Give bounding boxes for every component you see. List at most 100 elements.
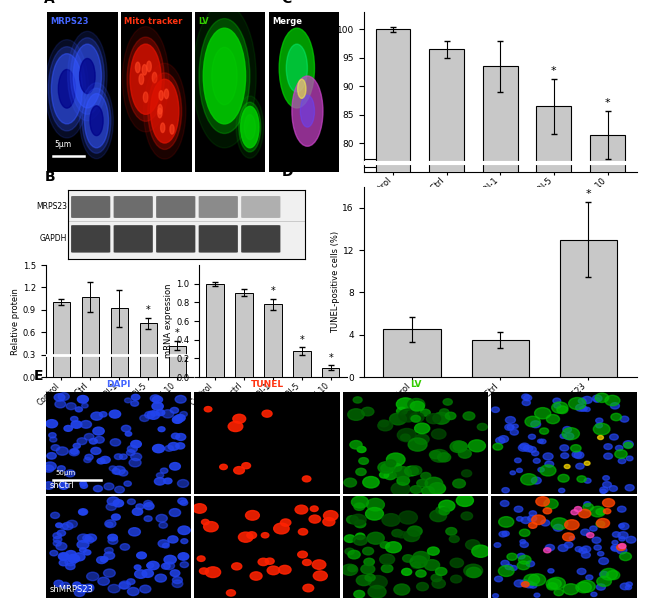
Circle shape: [56, 523, 62, 528]
Circle shape: [415, 434, 429, 444]
Circle shape: [152, 73, 157, 83]
Circle shape: [46, 420, 58, 428]
Circle shape: [611, 545, 621, 551]
Text: D: D: [281, 165, 293, 179]
Circle shape: [494, 543, 500, 547]
Circle shape: [178, 498, 187, 504]
Bar: [322, 368, 339, 377]
Circle shape: [514, 506, 523, 512]
Circle shape: [239, 102, 261, 152]
Bar: [53, 303, 70, 377]
Circle shape: [280, 28, 315, 108]
Circle shape: [354, 503, 365, 511]
Circle shape: [517, 468, 523, 473]
Circle shape: [551, 518, 568, 529]
Circle shape: [97, 556, 107, 564]
Bar: [111, 309, 128, 377]
Circle shape: [114, 454, 122, 459]
Circle shape: [561, 453, 569, 458]
Circle shape: [612, 532, 620, 537]
Circle shape: [119, 583, 129, 589]
Circle shape: [532, 451, 539, 456]
Circle shape: [120, 544, 129, 550]
Circle shape: [159, 522, 168, 528]
Circle shape: [151, 412, 157, 416]
Circle shape: [525, 416, 540, 427]
Circle shape: [157, 473, 164, 478]
Circle shape: [165, 445, 174, 451]
Circle shape: [562, 428, 579, 440]
Circle shape: [510, 565, 517, 570]
Circle shape: [507, 553, 517, 561]
Circle shape: [510, 471, 515, 475]
Circle shape: [404, 530, 420, 542]
Text: *: *: [146, 305, 151, 315]
Circle shape: [421, 472, 431, 479]
Circle shape: [57, 447, 68, 455]
Circle shape: [521, 582, 529, 587]
FancyBboxPatch shape: [114, 196, 153, 218]
Circle shape: [528, 574, 545, 586]
Circle shape: [240, 106, 259, 148]
FancyBboxPatch shape: [114, 225, 153, 253]
Circle shape: [554, 589, 564, 596]
Circle shape: [348, 565, 357, 572]
Circle shape: [261, 533, 269, 538]
Circle shape: [125, 398, 131, 403]
Circle shape: [150, 395, 161, 402]
Circle shape: [591, 592, 597, 597]
Circle shape: [600, 489, 606, 493]
Circle shape: [530, 421, 541, 428]
Circle shape: [510, 429, 518, 435]
Circle shape: [528, 523, 537, 528]
Circle shape: [193, 504, 207, 513]
Circle shape: [571, 445, 581, 452]
Circle shape: [309, 515, 320, 523]
Circle shape: [599, 572, 608, 578]
Circle shape: [103, 569, 115, 577]
Circle shape: [345, 548, 354, 554]
Circle shape: [545, 545, 554, 551]
Circle shape: [393, 467, 411, 479]
Circle shape: [431, 574, 442, 581]
Circle shape: [178, 526, 190, 534]
Circle shape: [378, 420, 393, 431]
Circle shape: [580, 529, 590, 536]
Circle shape: [600, 487, 608, 493]
Circle shape: [365, 574, 375, 581]
Text: shMRPS23: shMRPS23: [50, 585, 94, 594]
Circle shape: [365, 508, 383, 520]
Text: DAPI: DAPI: [106, 380, 131, 389]
FancyBboxPatch shape: [199, 225, 238, 253]
Circle shape: [199, 18, 250, 134]
Circle shape: [564, 464, 570, 468]
Circle shape: [170, 407, 179, 413]
Circle shape: [463, 412, 475, 420]
Circle shape: [44, 482, 54, 489]
Circle shape: [298, 79, 306, 98]
Text: shCtrl: shCtrl: [50, 481, 75, 490]
Circle shape: [369, 575, 387, 589]
Bar: [483, 66, 517, 599]
Circle shape: [312, 560, 326, 569]
Text: LV: LV: [198, 17, 209, 26]
Circle shape: [554, 403, 561, 408]
Circle shape: [413, 551, 430, 563]
Circle shape: [619, 537, 625, 541]
Circle shape: [348, 550, 360, 559]
Circle shape: [247, 532, 257, 539]
Circle shape: [495, 576, 502, 582]
Circle shape: [164, 555, 176, 564]
Circle shape: [180, 412, 187, 417]
Circle shape: [625, 484, 634, 491]
Circle shape: [54, 393, 65, 401]
Circle shape: [529, 583, 537, 588]
Circle shape: [91, 412, 103, 420]
Circle shape: [68, 31, 107, 121]
Circle shape: [620, 583, 630, 590]
Circle shape: [584, 407, 590, 412]
Circle shape: [524, 445, 533, 451]
Circle shape: [577, 569, 586, 575]
Text: *: *: [328, 353, 333, 363]
Circle shape: [66, 403, 76, 410]
